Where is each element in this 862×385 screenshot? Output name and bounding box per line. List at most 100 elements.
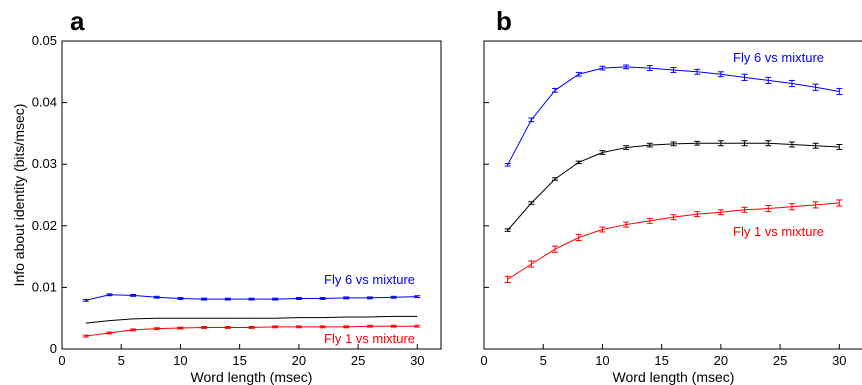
error-bar: [130, 293, 137, 297]
error-bar: [343, 325, 350, 329]
error-bar: [812, 83, 819, 91]
panel-a-marks: [82, 293, 421, 338]
y-tick-label: 0.04: [32, 95, 57, 110]
error-bar: [812, 201, 819, 209]
error-bar: [504, 228, 511, 232]
y-tick-label: 0.03: [32, 156, 57, 171]
error-bar: [741, 73, 748, 81]
error-bar: [836, 143, 843, 150]
error-bar: [670, 66, 677, 73]
error-bar: [741, 140, 748, 147]
panel-b-ticks: 0 5 10 15 20 25 30: [480, 40, 847, 368]
error-bar: [366, 296, 373, 300]
error-bar: [295, 325, 302, 329]
error-bar: [319, 325, 326, 329]
error-bar: [765, 140, 772, 147]
error-bar: [248, 326, 255, 329]
panel-b-label: b: [496, 6, 512, 36]
error-bar: [390, 324, 397, 328]
panel-b-annotation-fly1: Fly 1 vs mixture: [733, 224, 824, 239]
error-bar: [646, 65, 653, 72]
error-bar: [201, 326, 208, 329]
error-bar: [694, 68, 701, 75]
error-bar: [788, 203, 795, 211]
error-bar: [528, 201, 535, 205]
error-bar: [670, 141, 677, 147]
error-bar: [765, 76, 772, 85]
error-bar: [836, 87, 843, 96]
error-bar: [552, 177, 559, 181]
panel-a-ylabel: Info about identity (bits/msec): [11, 104, 27, 287]
error-bar: [272, 297, 279, 301]
error-bar: [741, 206, 748, 213]
error-bar: [366, 324, 373, 328]
error-bar: [623, 221, 630, 228]
x-tick-label: 30: [832, 353, 846, 368]
error-bar: [153, 327, 160, 331]
error-bar: [153, 295, 160, 299]
x-tick-label: 10: [173, 353, 187, 368]
error-bar: [623, 145, 630, 150]
error-bar: [504, 275, 511, 283]
x-tick-label: 0: [480, 353, 487, 368]
panel-b: b 0 5 10 15 20 25 30 Word length (msec) Fly 6 …: [480, 6, 862, 385]
panel-a-xlabel: Word length (msec): [191, 369, 313, 385]
error-bar: [414, 324, 421, 328]
error-bar: [812, 142, 819, 149]
error-bar: [717, 71, 724, 78]
x-tick-label: 15: [654, 353, 668, 368]
y-tick-label: 0.05: [32, 33, 57, 48]
error-bar: [414, 295, 421, 299]
error-bar: [788, 79, 795, 88]
error-bar: [528, 117, 535, 123]
error-bar: [646, 142, 653, 148]
error-bar: [575, 160, 582, 165]
x-tick-label: 20: [292, 353, 306, 368]
error-bar: [82, 298, 89, 302]
error-bar: [224, 297, 231, 301]
error-bar: [694, 211, 701, 218]
error-bar: [623, 64, 630, 70]
x-tick-label: 15: [232, 353, 246, 368]
error-bar: [504, 163, 511, 167]
error-bar: [272, 325, 279, 329]
panel-b-marks: [504, 64, 843, 283]
x-tick-label: 30: [410, 353, 424, 368]
error-bar: [552, 87, 559, 93]
x-tick-label: 0: [58, 353, 65, 368]
error-bar: [528, 260, 535, 268]
x-tick-label: 10: [595, 353, 609, 368]
x-tick-label: 5: [540, 353, 547, 368]
panel-b-annotation-fly6: Fly 6 vs mixture: [733, 50, 824, 65]
x-tick-label: 25: [351, 353, 365, 368]
y-tick-label: 0.01: [32, 279, 57, 294]
panel-b-frame: [483, 40, 862, 350]
error-bar: [646, 217, 653, 224]
error-bar: [201, 297, 208, 301]
error-bar: [836, 199, 843, 207]
x-tick-label: 20: [714, 353, 728, 368]
y-tick-label: 0: [50, 341, 57, 356]
series-line: [85, 315, 418, 324]
error-bar: [694, 140, 701, 146]
error-bar: [599, 150, 606, 155]
x-tick-label: 5: [118, 353, 125, 368]
error-bar: [765, 204, 772, 213]
error-bar: [717, 209, 724, 216]
error-bar: [670, 214, 677, 221]
panel-a-annotation-fly6: Fly 6 vs mixture: [324, 272, 415, 287]
error-bar: [788, 141, 795, 148]
error-bar: [106, 331, 113, 335]
error-bar: [224, 326, 231, 329]
error-bar: [177, 297, 184, 300]
error-bar: [390, 295, 397, 299]
error-bar: [319, 297, 326, 300]
panel-b-xlabel: Word length (msec): [613, 369, 735, 385]
error-bar: [248, 297, 255, 301]
panel-a-ticks: 0 5 10 15 20 25 30 0 0.01 0.02 0.03 0.04 0.05: [32, 33, 425, 368]
panel-a-frame: [61, 40, 442, 350]
error-bar: [575, 233, 582, 242]
error-bar: [343, 296, 350, 300]
error-bar: [599, 226, 606, 233]
